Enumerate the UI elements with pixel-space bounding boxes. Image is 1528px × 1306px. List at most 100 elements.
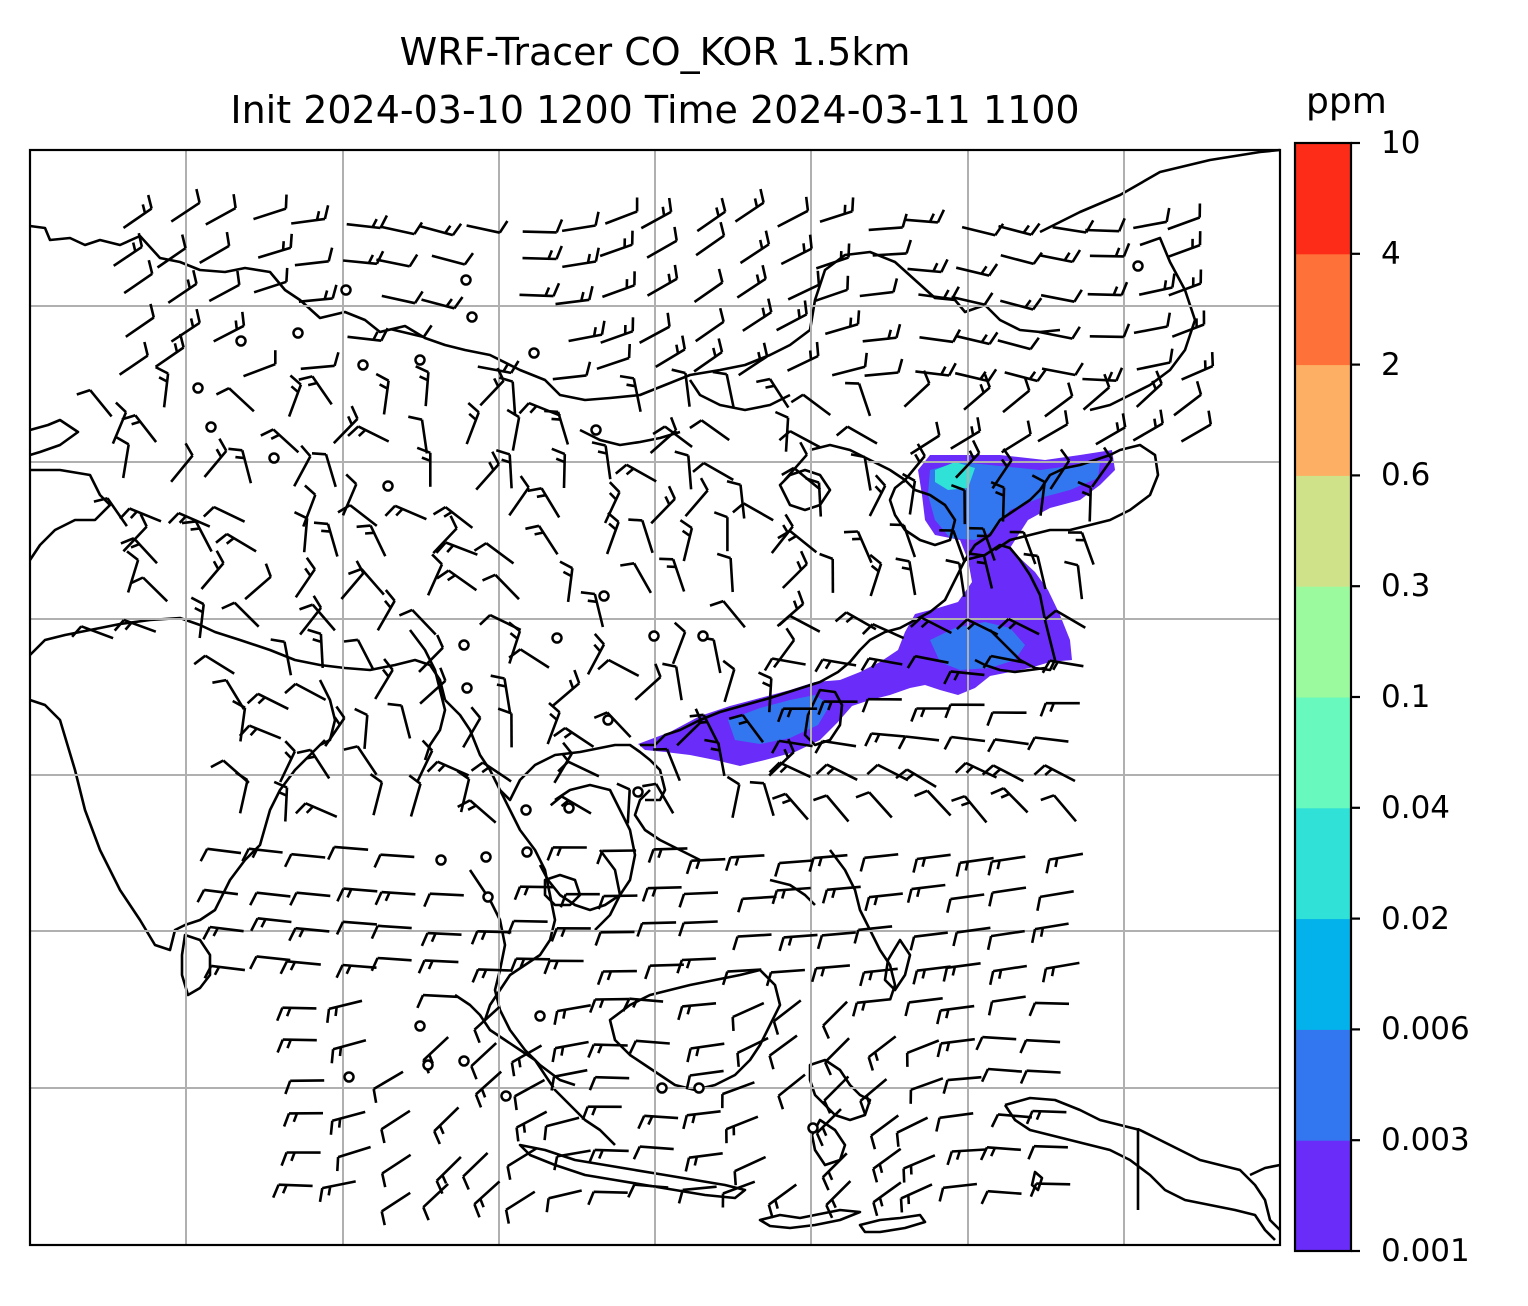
wind-barb: [871, 1147, 902, 1183]
wind-barb: [423, 892, 464, 908]
wind-barb: [199, 847, 242, 862]
wind-barb: [725, 1115, 759, 1144]
colorbar-tick-label: 4: [1381, 235, 1401, 272]
wind-barb: [374, 658, 394, 700]
wind-barb: [1004, 368, 1047, 383]
wind-barb: [906, 654, 949, 669]
wind-barb: [1136, 348, 1174, 371]
colorbar-segment: [1295, 918, 1351, 1030]
wind-barb: [790, 393, 832, 417]
wind-barb: [912, 965, 951, 985]
wind-barb: [417, 959, 459, 974]
wind-barb: [734, 188, 765, 223]
wind-barb: [861, 623, 905, 640]
wind-barb: [678, 891, 719, 908]
wind-barb: [525, 524, 559, 556]
wind-barb: [895, 1116, 929, 1147]
wind-barb: [1045, 852, 1084, 874]
wind-barb: [622, 997, 664, 1012]
wind-barb: [518, 401, 561, 417]
colorbar-tick-label: 10: [1381, 125, 1421, 161]
wind-barb: [1089, 323, 1131, 339]
wind-barb: [475, 451, 500, 491]
wind-barb: [693, 338, 724, 373]
wind-barb: [126, 550, 140, 593]
wind-barb: [946, 1148, 986, 1166]
wind-barb: [726, 775, 741, 818]
wind-barb: [999, 297, 1043, 311]
colorbar-segment: [1295, 1140, 1351, 1252]
wind-barb: [1037, 410, 1069, 443]
calm-wind-marker: [602, 714, 614, 726]
calm-wind-marker: [632, 786, 644, 798]
wind-barb: [418, 634, 445, 673]
wind-barb: [647, 847, 688, 864]
colorbar-segment: [1295, 1029, 1351, 1141]
wind-barb: [1044, 382, 1074, 418]
wind-barb: [337, 503, 378, 527]
wind-barb: [203, 964, 246, 979]
colorbar-unit: ppm: [1306, 81, 1387, 122]
wind-barb: [872, 1181, 902, 1217]
wind-barb: [986, 929, 1025, 951]
wind-barb: [470, 761, 512, 783]
wind-barb: [722, 659, 736, 703]
wind-barb: [284, 682, 327, 702]
wind-barb: [471, 968, 513, 983]
wind-barb: [632, 1145, 674, 1160]
wind-barb: [605, 511, 620, 555]
wind-barb: [850, 453, 872, 491]
wind-barb: [167, 269, 198, 304]
map-panel: [28, 148, 1282, 1247]
wind-barb: [939, 529, 967, 563]
wind-barb: [787, 270, 821, 301]
calm-wind-marker: [340, 284, 352, 296]
wind-barb: [845, 381, 872, 417]
wind-barb: [202, 505, 246, 523]
wind-barb: [1067, 531, 1095, 566]
wind-barb: [326, 999, 363, 1023]
wind-barb: [527, 487, 561, 519]
wind-barb: [671, 621, 687, 665]
wind-barb: [770, 739, 813, 754]
colorbar-tick-label: 0.006: [1381, 1011, 1470, 1048]
wind-barb: [1038, 326, 1081, 340]
wind-barb: [115, 436, 130, 479]
wind-barb: [568, 320, 606, 343]
wind-barb: [1029, 1182, 1071, 1198]
wind-barb: [294, 247, 334, 267]
wind-barb: [466, 220, 509, 234]
wind-barb: [956, 618, 999, 636]
wind-barb: [864, 892, 903, 912]
wind-barb: [951, 794, 988, 824]
wind-barb: [1039, 701, 1080, 717]
wind-barb: [419, 222, 463, 237]
wind-barb: [652, 425, 693, 448]
wind-barb: [506, 1147, 538, 1181]
wind-barb: [293, 511, 309, 553]
wind-barb: [987, 995, 1026, 1016]
wind-barb: [904, 997, 943, 1017]
wind-barb: [329, 1110, 366, 1135]
wind-barb: [294, 802, 338, 818]
wind-barb: [470, 1042, 498, 1080]
calm-wind-marker: [551, 632, 563, 644]
wind-barb: [980, 1067, 1022, 1083]
wind-barb: [342, 250, 385, 266]
wind-barb: [616, 782, 631, 824]
wind-barb: [1023, 552, 1047, 590]
wind-barb: [772, 999, 802, 1035]
wind-barb: [909, 421, 941, 455]
wind-barb: [213, 311, 246, 343]
wind-barb: [550, 1068, 588, 1091]
calm-wind-marker: [382, 480, 394, 492]
wind-barb: [549, 795, 592, 815]
wind-barb: [634, 663, 662, 701]
wind-barb: [814, 275, 850, 303]
wind-barb: [250, 917, 292, 932]
wind-barb: [1133, 207, 1171, 230]
wind-barb: [642, 782, 675, 814]
wind-barb: [1041, 362, 1084, 377]
wind-barb: [955, 263, 999, 277]
wind-barb: [380, 1153, 412, 1188]
